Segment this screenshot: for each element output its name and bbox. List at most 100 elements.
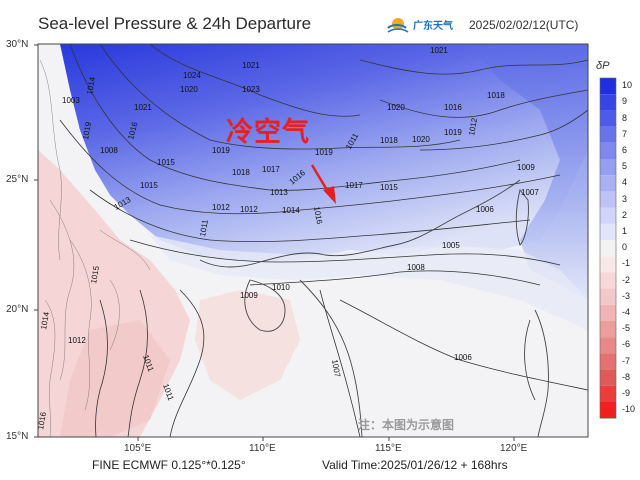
legend-label: -6: [622, 339, 631, 350]
isobar-label: 1017: [345, 181, 363, 190]
isobar-label: 1009: [517, 163, 535, 172]
legend-label: -4: [622, 306, 631, 317]
isobar-label: 1005: [442, 241, 460, 250]
isobar-label: 1007: [330, 359, 342, 379]
isobar-label: 1016: [36, 411, 48, 431]
isobar-label: 1008: [407, 263, 425, 272]
isobar-label: 1016: [444, 103, 462, 112]
lon-label-120: 120°E: [500, 443, 528, 454]
isobar-label: 1019: [81, 121, 93, 141]
legend-swatch: [600, 207, 616, 224]
legend-label: 5: [622, 161, 628, 172]
isobar-label: 1019: [315, 148, 333, 157]
isobar-label: 1020: [180, 85, 198, 94]
lon-label-105: 105°E: [124, 443, 152, 454]
legend-swatch: [600, 191, 616, 208]
isobar-label: 1018: [232, 168, 250, 177]
legend-swatch: [600, 159, 616, 176]
legend-label: -8: [622, 371, 631, 382]
isobars: [59, 44, 588, 437]
legend-swatch: [600, 175, 616, 192]
isobar-label: 1011: [198, 218, 210, 237]
isobar-label: 1016: [312, 206, 324, 226]
isobar-label: 1007: [521, 188, 539, 197]
cold-air-mass: [60, 44, 588, 262]
legend-label: 2: [622, 209, 628, 220]
lon-label-110: 110°E: [249, 443, 276, 454]
legend-swatch: [600, 223, 616, 240]
axis-ticks: [34, 44, 515, 441]
legend-label: -10: [622, 404, 636, 415]
legend-swatch: [600, 240, 616, 257]
legend-label: 8: [622, 112, 628, 123]
legend-label: -7: [622, 355, 631, 366]
legend-swatch: [600, 321, 616, 338]
valid-time: Valid Time:2025/01/26/12 + 168hrs: [322, 458, 508, 472]
schematic-note: 注：本图为示意图: [358, 418, 455, 432]
isobar-label: 1008: [100, 146, 118, 155]
map-frame: [37, 43, 589, 438]
legend-swatch: [600, 126, 616, 143]
isobar-label: 1012: [240, 205, 258, 214]
legend-label: 9: [622, 96, 628, 107]
lat-label-30: 30°N: [6, 39, 29, 50]
legend-swatch: [600, 142, 616, 159]
isobar-label: 1012: [212, 203, 230, 212]
legend-swatch: [600, 78, 616, 95]
lat-label-20: 20°N: [6, 304, 29, 315]
legend-label: 3: [622, 193, 628, 204]
legend-swatch: [600, 304, 616, 321]
isobar-label: 1018: [487, 91, 505, 100]
legend-label: 4: [622, 177, 628, 188]
legend-label: -2: [622, 274, 631, 285]
legend-label: 7: [622, 128, 628, 139]
isobar-label: 1015: [157, 158, 175, 167]
legend-title: δP: [596, 60, 610, 72]
isobar-label: 1014: [39, 311, 51, 331]
legend-swatch: [600, 256, 616, 273]
isobar-label: 1015: [89, 265, 101, 285]
lon-label-115: 115°E: [375, 443, 402, 454]
legend-label: -3: [622, 290, 631, 301]
legend-swatch: [600, 353, 616, 370]
legend-swatch: [600, 402, 616, 419]
isobar-label: 1021: [430, 46, 448, 55]
isobar-label: 1013: [270, 188, 288, 197]
isobar-label: 1024: [183, 71, 201, 80]
legend-label: 0: [622, 242, 628, 253]
legend-swatch: [600, 337, 616, 354]
isobar-label: 1023: [242, 85, 260, 94]
legend-colorbar: [599, 77, 617, 419]
legend-label: -9: [622, 387, 631, 398]
isobar-label: 1006: [454, 353, 472, 362]
legend-frame: [599, 77, 617, 419]
legend-label: 1: [622, 225, 628, 236]
map-title: Sea-level Pressure & 24h Departure: [38, 14, 312, 33]
isobar-label: 1009: [240, 291, 258, 300]
isobar-label: 1020: [412, 135, 430, 144]
isobar-label: 1021: [134, 103, 152, 112]
legend-label: -1: [622, 258, 631, 269]
legend-label: -5: [622, 323, 631, 334]
isobar-label: 1019: [444, 128, 462, 137]
logo-text: 广东天气: [413, 21, 453, 32]
isobar-label: 1010: [272, 283, 290, 292]
issue-date: 2025/02/02/12(UTC): [469, 18, 579, 32]
legend-swatch: [600, 369, 616, 386]
legend-swatch: [600, 288, 616, 305]
warm-anomaly-south: [60, 320, 170, 437]
lat-label-25: 25°N: [6, 174, 29, 185]
legend-swatch: [600, 110, 616, 127]
isobar-label: 1015: [140, 181, 158, 190]
legend-label: 6: [622, 144, 628, 155]
isobar-label: 1006: [476, 205, 494, 214]
legend-label: 10: [622, 80, 633, 91]
isobar-label: 1003: [62, 96, 80, 105]
cold-air-east: [470, 44, 588, 300]
logo-icon: [387, 18, 409, 33]
isobar-label: 1014: [282, 206, 300, 215]
model-info: FINE ECMWF 0.125°*0.125°: [92, 458, 246, 472]
legend-swatch: [600, 94, 616, 111]
legend-swatch: [600, 272, 616, 289]
